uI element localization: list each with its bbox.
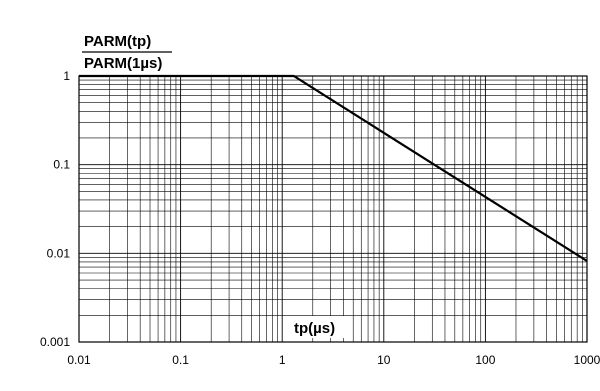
y-axis-title-denominator: PARM(1µs) [84,55,162,72]
y-tick-label: 0.001 [40,335,70,349]
x-tick-label: 10 [377,353,391,367]
x-tick-label: 0.01 [67,353,91,367]
y-axis-title-numerator: PARM(tp) [84,33,151,50]
x-tick-label: 100 [475,353,495,367]
series-line [79,74,588,262]
x-tick-label: 1 [279,353,286,367]
y-tick-label: 0.1 [53,158,70,172]
series-group [79,74,588,262]
plot-frame [78,75,588,343]
x-axis-title-background [290,316,346,338]
x-tick-label: 0.1 [172,353,189,367]
x-tick-labels: 0.01 0.1 1 10 100 1000 [67,353,600,367]
x-axis-title: tp(µs) [294,320,335,337]
x-axis-title-group: tp(µs) [290,316,346,338]
x-tick-label: 1000 [574,353,600,367]
minor-gridlines [79,76,587,342]
y-tick-label: 1 [63,69,70,83]
y-tick-labels: 1 0.1 0.01 0.001 [40,69,70,349]
y-axis-title: PARM(tp) PARM(1µs) [82,33,172,72]
major-gridlines [78,75,588,343]
y-tick-label: 0.01 [47,246,71,260]
